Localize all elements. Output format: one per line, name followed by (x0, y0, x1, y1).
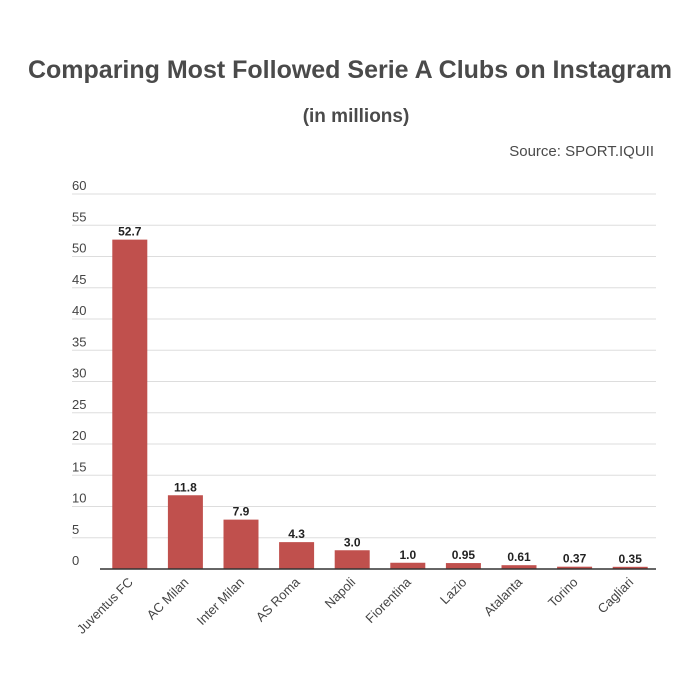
bar-value-label: 0.37 (563, 552, 587, 566)
x-tick-label: Atalanta (481, 574, 526, 619)
bar-value-label: 7.9 (233, 505, 250, 519)
y-tick-label: 15 (72, 459, 86, 474)
y-tick-label: 55 (72, 209, 86, 224)
x-tick-label: Inter Milan (194, 575, 248, 629)
bar (167, 495, 203, 569)
y-tick-label: 5 (72, 522, 79, 537)
y-tick-label: 10 (72, 491, 86, 506)
bar (501, 565, 537, 569)
bar (557, 566, 593, 569)
bar-value-label: 1.0 (399, 548, 416, 562)
bar (112, 239, 148, 569)
bar-value-label: 0.61 (507, 550, 531, 564)
x-tick-label: Lazio (437, 575, 470, 608)
bar (334, 550, 370, 569)
bar-value-label: 3.0 (344, 535, 361, 549)
y-tick-label: 20 (72, 428, 86, 443)
bar (445, 563, 481, 569)
bar-value-label: 4.3 (288, 527, 305, 541)
bars (112, 239, 648, 569)
y-tick-label: 30 (72, 366, 86, 381)
y-tick-label: 40 (72, 303, 86, 318)
y-tick-label: 25 (72, 397, 86, 412)
y-tick-label: 50 (72, 241, 86, 256)
bar (390, 562, 426, 569)
y-tick-label: 60 (72, 178, 86, 193)
chart-title: Comparing Most Followed Serie A Clubs on… (27, 56, 673, 84)
bar (279, 542, 315, 569)
bar-value-label: 11.8 (174, 480, 197, 494)
bar (612, 566, 648, 569)
x-tick-label: AS Roma (253, 574, 303, 624)
y-tick-label: 45 (72, 272, 86, 287)
grid-lines (72, 193, 656, 539)
bar-value-label: 0.35 (619, 552, 643, 566)
chart-subtitle: (in millions) (302, 106, 410, 127)
x-tick-label: Cagliari (595, 574, 637, 616)
y-tick-label: 0 (72, 553, 79, 568)
x-tick-label: AC Milan (144, 575, 192, 623)
source-note: Source: SPORT.IQUII (509, 143, 654, 160)
bar-value-label: 0.95 (452, 548, 476, 562)
x-tick-label: Torino (545, 575, 581, 611)
x-tick-label: Juventus FC (74, 575, 136, 637)
x-tick-label: Napoli (322, 574, 359, 611)
category-labels: Juventus FC AC Milan Inter Milan AS Roma Nap… (74, 574, 637, 637)
bar (223, 519, 259, 569)
y-axis-ticks: 0 5 10 15 20 25 30 35 40 45 50 55 60 (72, 178, 86, 568)
y-tick-label: 35 (72, 334, 86, 349)
bar-value-label: 52.7 (118, 225, 142, 239)
x-tick-label: Fiorentina (362, 574, 414, 626)
value-labels: 52.7 11.8 7.9 4.3 3.0 1.0 0.95 0.61 0.37 0.35 (118, 225, 642, 566)
